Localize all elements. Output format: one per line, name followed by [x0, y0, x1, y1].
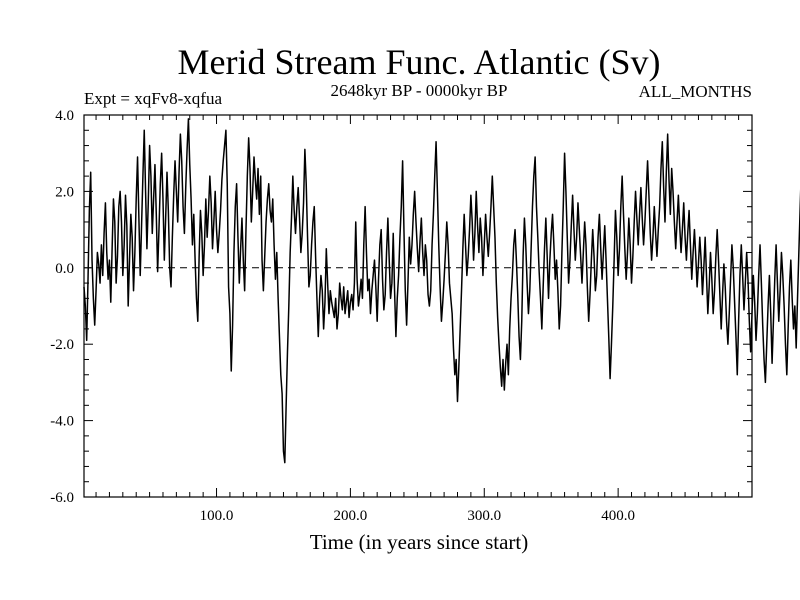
x-tick-label: 300.0 [467, 508, 501, 524]
chart-title: Merid Stream Func. Atlantic (Sv) [178, 42, 661, 82]
x-tick-label: 100.0 [200, 508, 234, 524]
y-tick-label: 2.0 [55, 184, 74, 200]
plot-frame [83, 114, 753, 498]
y-tick-label: 0.0 [55, 261, 74, 277]
months-label: ALL_MONTHS [639, 82, 752, 101]
y-tick-label: -2.0 [50, 337, 74, 353]
y-tick-label: 4.0 [55, 108, 74, 124]
y-tick-label: -6.0 [50, 490, 74, 506]
x-tick-label: 200.0 [334, 508, 368, 524]
y-tick-label: -4.0 [50, 414, 74, 430]
x-axis-label: Time (in years since start) [310, 530, 529, 554]
time-range-label: 2648kyr BP - 0000kyr BP [331, 81, 508, 100]
experiment-label: Expt = xqFv8-xqfua [84, 89, 222, 108]
x-tick-label: 400.0 [601, 508, 635, 524]
series-line-0 [83, 118, 800, 464]
